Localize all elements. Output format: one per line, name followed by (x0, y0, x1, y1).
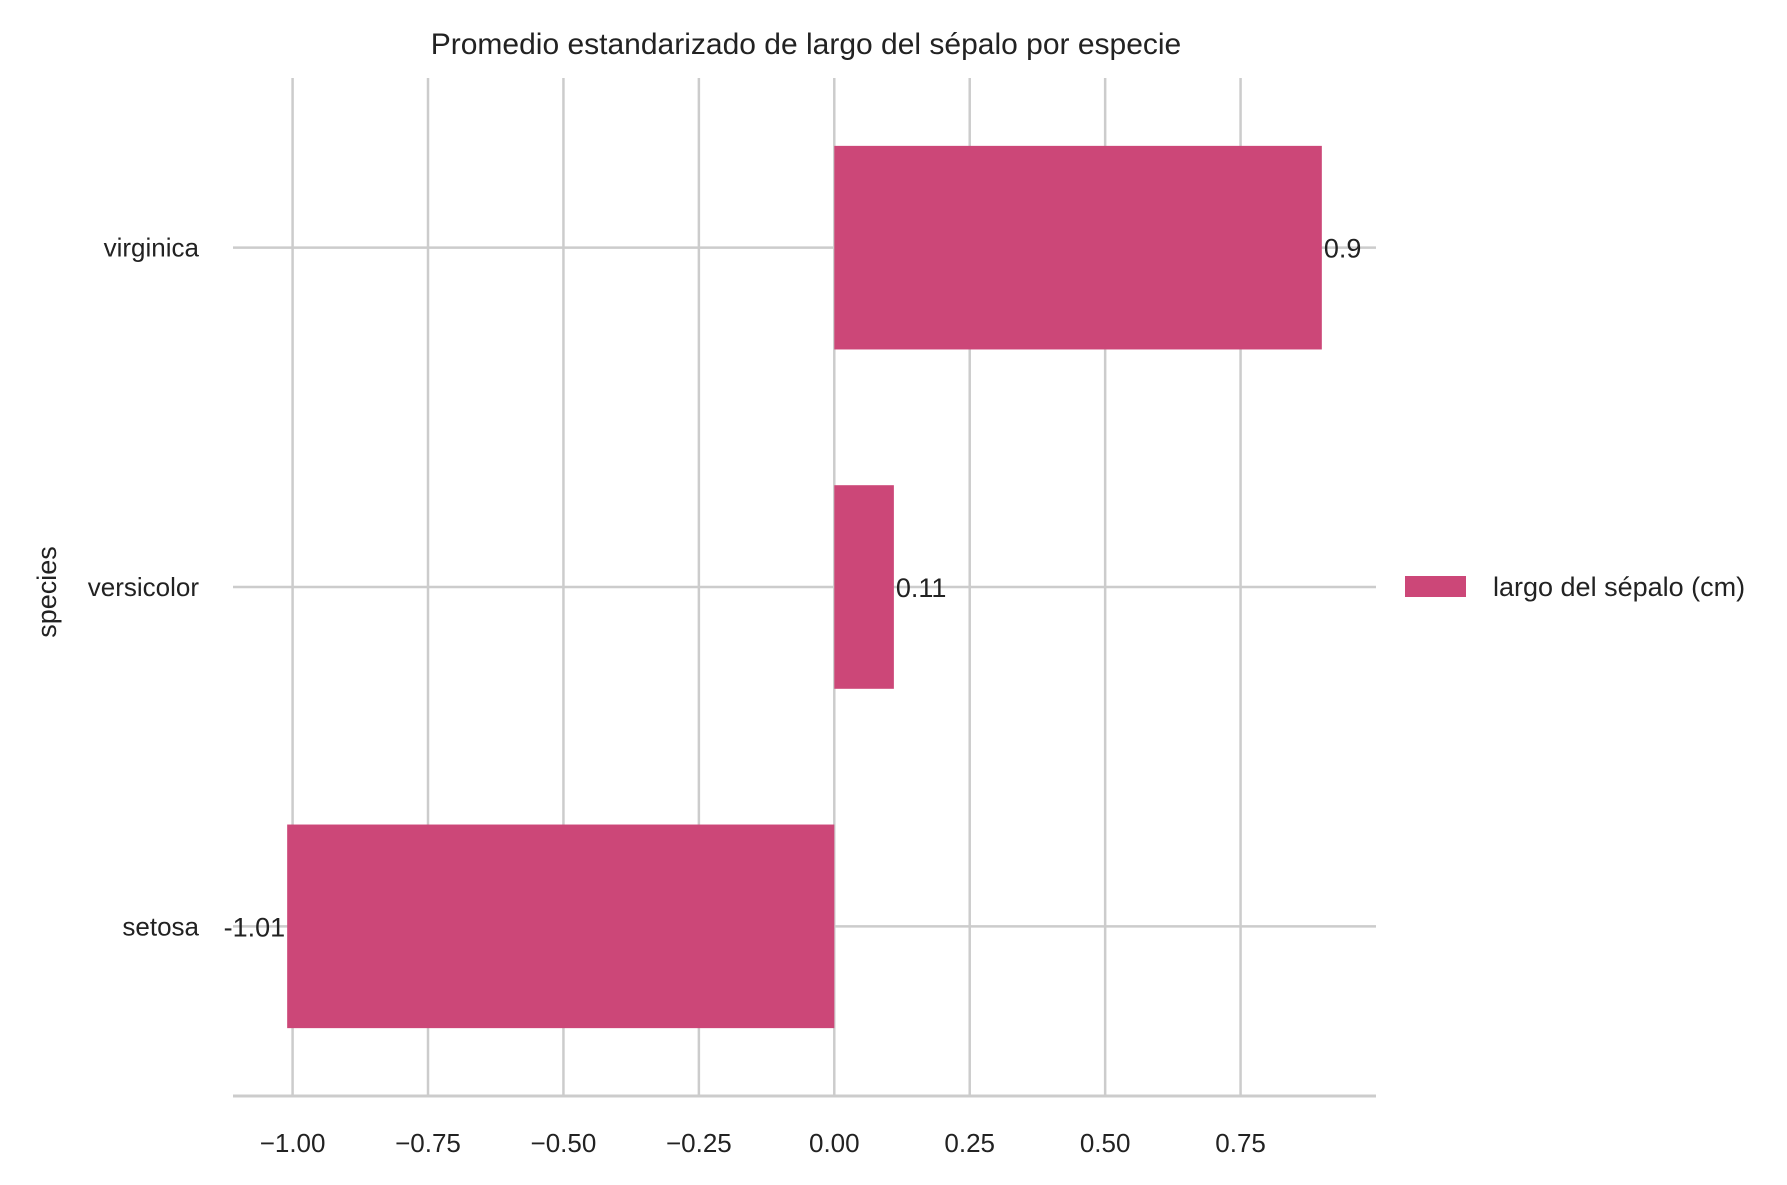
x-tick-label: −0.25 (666, 1128, 732, 1158)
bar-layer (287, 145, 1322, 1029)
data-label-setosa: -1.01 (224, 912, 286, 942)
legend-label: largo del sépalo (cm) (1493, 572, 1745, 602)
x-tick-label: 0.75 (1215, 1128, 1266, 1158)
y-tick-label-versicolor: versicolor (88, 572, 200, 602)
data-label-versicolor: 0.11 (896, 573, 947, 603)
x-tick-label: 0.25 (944, 1128, 995, 1158)
x-tick-label: −0.50 (531, 1128, 597, 1158)
chart-title: Promedio estandarizado de largo del sépa… (431, 28, 1181, 61)
label-layer: −1.00 −0.75 −0.50 −0.25 0.00 0.25 0.50 0.75 seto… (88, 233, 1362, 1158)
x-tick-label: 0.00 (809, 1128, 860, 1158)
y-axis-label: species (32, 546, 62, 638)
bar-versicolor (834, 485, 894, 689)
x-tick-label: 0.50 (1080, 1128, 1131, 1158)
x-tick-label: −0.75 (395, 1128, 461, 1158)
bar-setosa (287, 824, 835, 1029)
data-label-virginica: 0.9 (1324, 234, 1362, 264)
x-tick-label: −1.00 (260, 1128, 326, 1158)
y-tick-label-setosa: setosa (122, 911, 199, 941)
y-tick-label-virginica: virginica (104, 233, 200, 263)
legend-swatch (1405, 576, 1466, 597)
bar-virginica (834, 145, 1322, 350)
legend: largo del sépalo (cm) (1405, 572, 1745, 602)
